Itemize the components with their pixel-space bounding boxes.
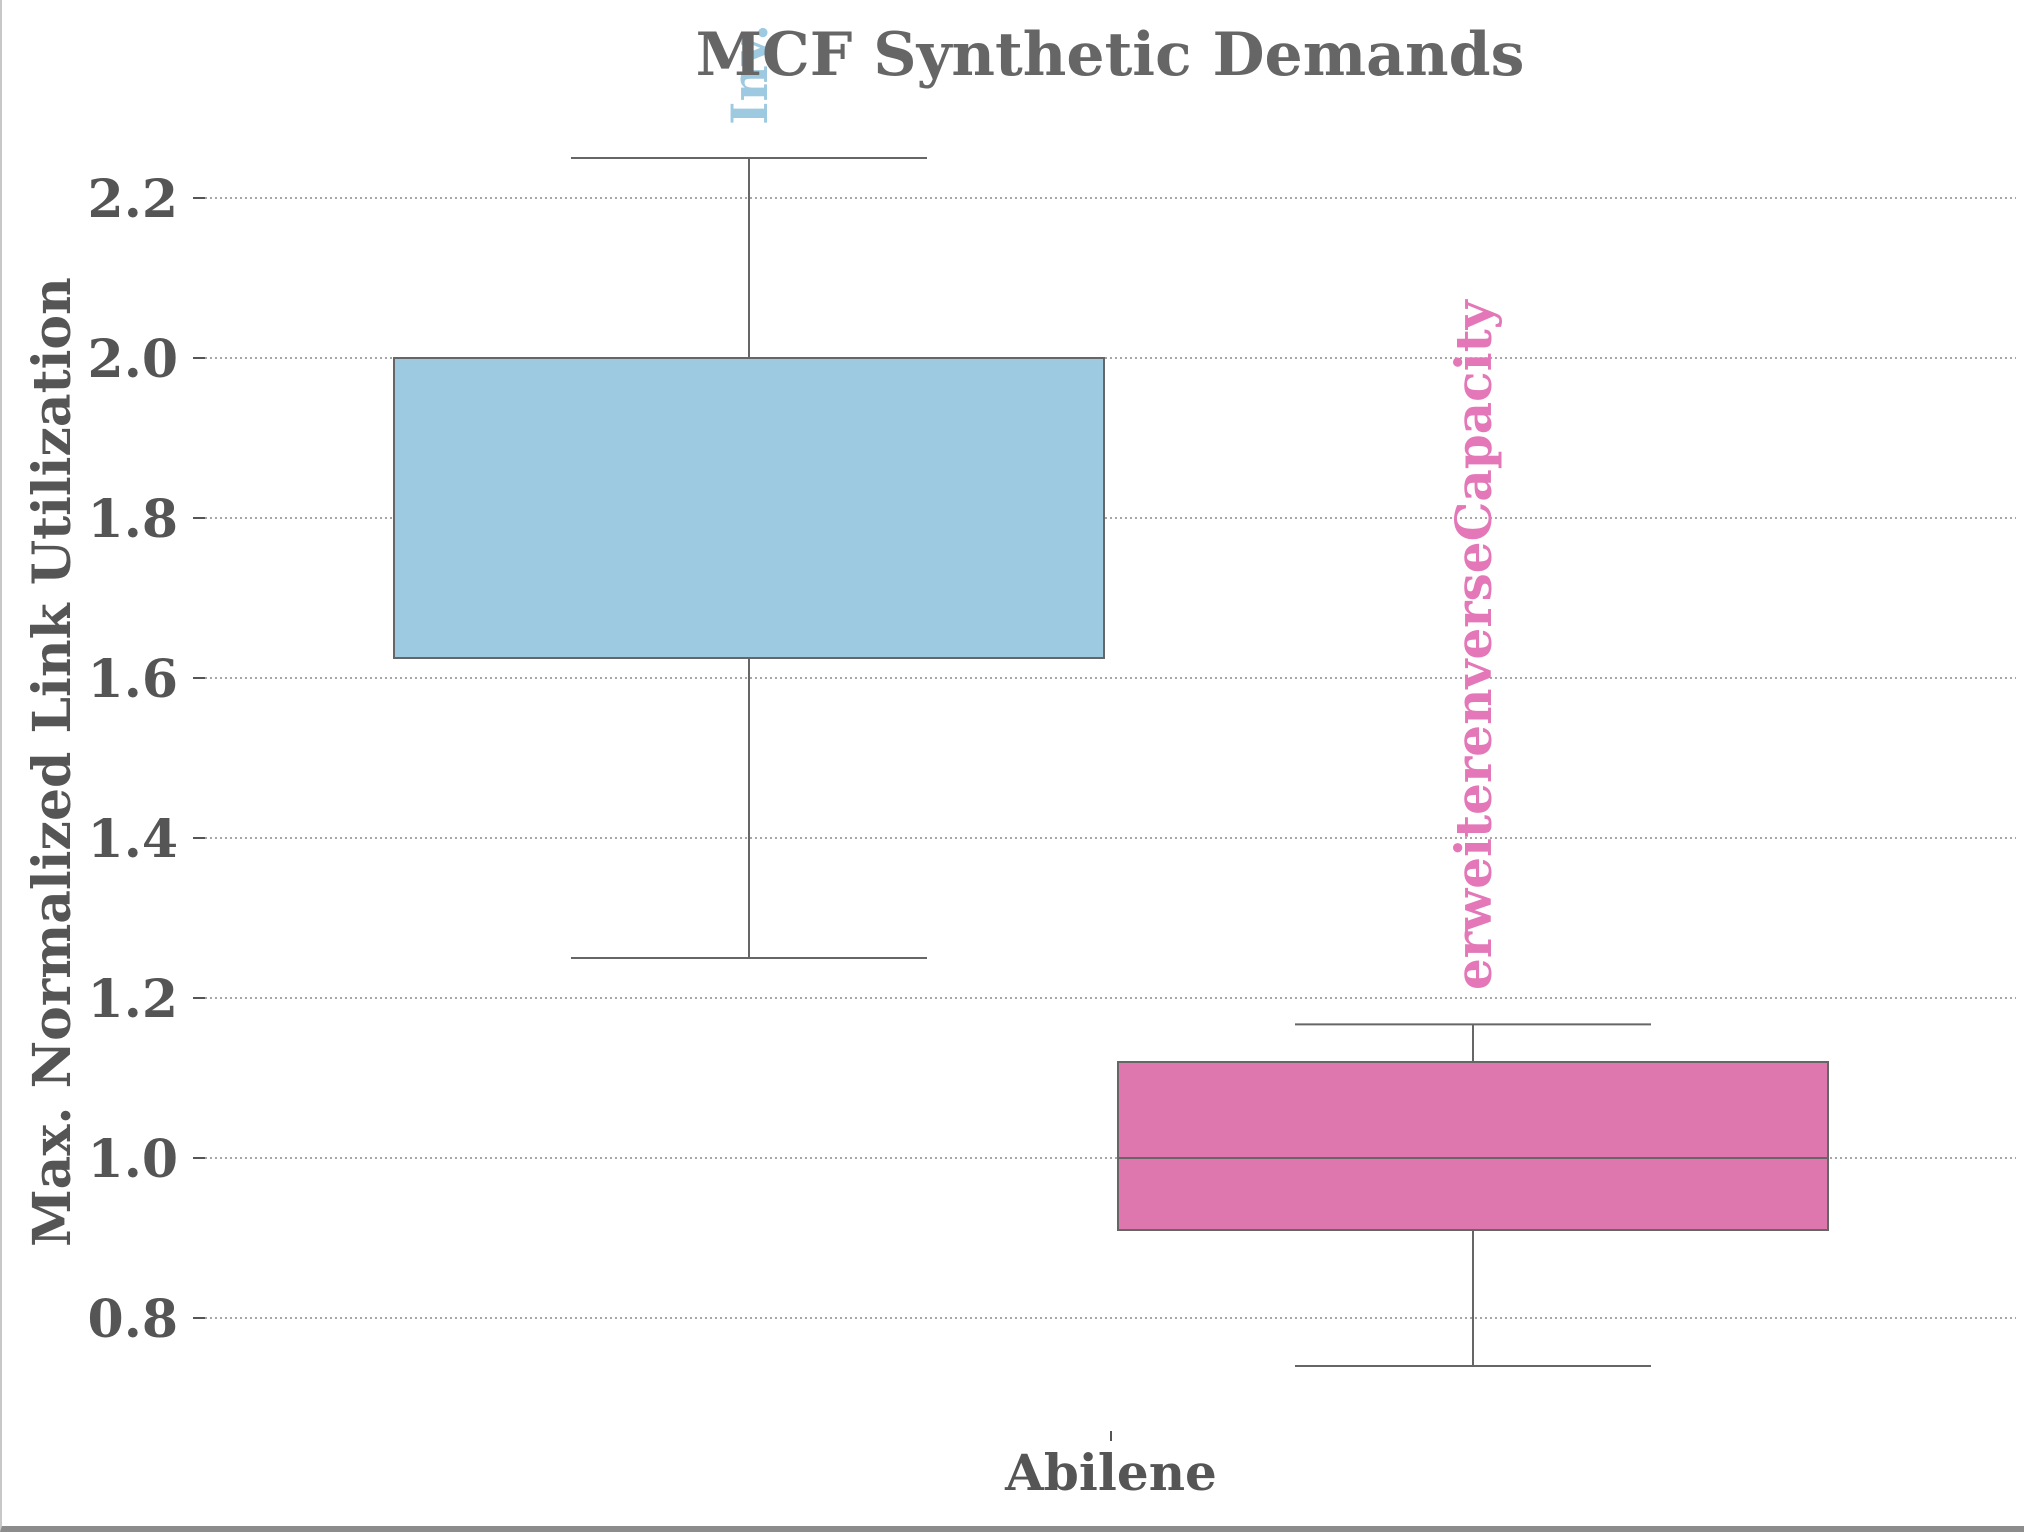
y-tick-label: 1.8 [88, 489, 178, 550]
box-1: Inv. [393, 24, 1105, 959]
y-tick-label: 1.2 [88, 969, 178, 1030]
series-label: erweiterenverseCapacity [1444, 298, 1503, 990]
y-tick-label: 1.4 [88, 809, 178, 870]
y-tick-label: 2.0 [88, 329, 178, 390]
y-axis-label: Max. Normalized Link Utilization [22, 277, 83, 1247]
y-axis-ticks: 0.8 1.0 1.2 1.4 1.6 1.8 2.0 2.2 [88, 169, 205, 1350]
box-series: Inv. erweiterenverseCapacity [393, 24, 1829, 1367]
series-label: Inv. [720, 24, 779, 125]
iqr-box [393, 357, 1105, 659]
chart-title: MCF Synthetic Demands [696, 20, 1525, 90]
y-tick-label: 1.6 [88, 649, 178, 710]
y-tick-label: 2.2 [88, 169, 178, 230]
x-tick-label: Abilene [1004, 1443, 1217, 1502]
x-axis-ticks: Abilene [1004, 1431, 1217, 1502]
box-2: erweiterenverseCapacity [1117, 298, 1829, 1367]
y-tick-label: 0.8 [88, 1289, 178, 1350]
iqr-box [1117, 1061, 1829, 1231]
y-tick-label: 1.0 [88, 1129, 178, 1190]
